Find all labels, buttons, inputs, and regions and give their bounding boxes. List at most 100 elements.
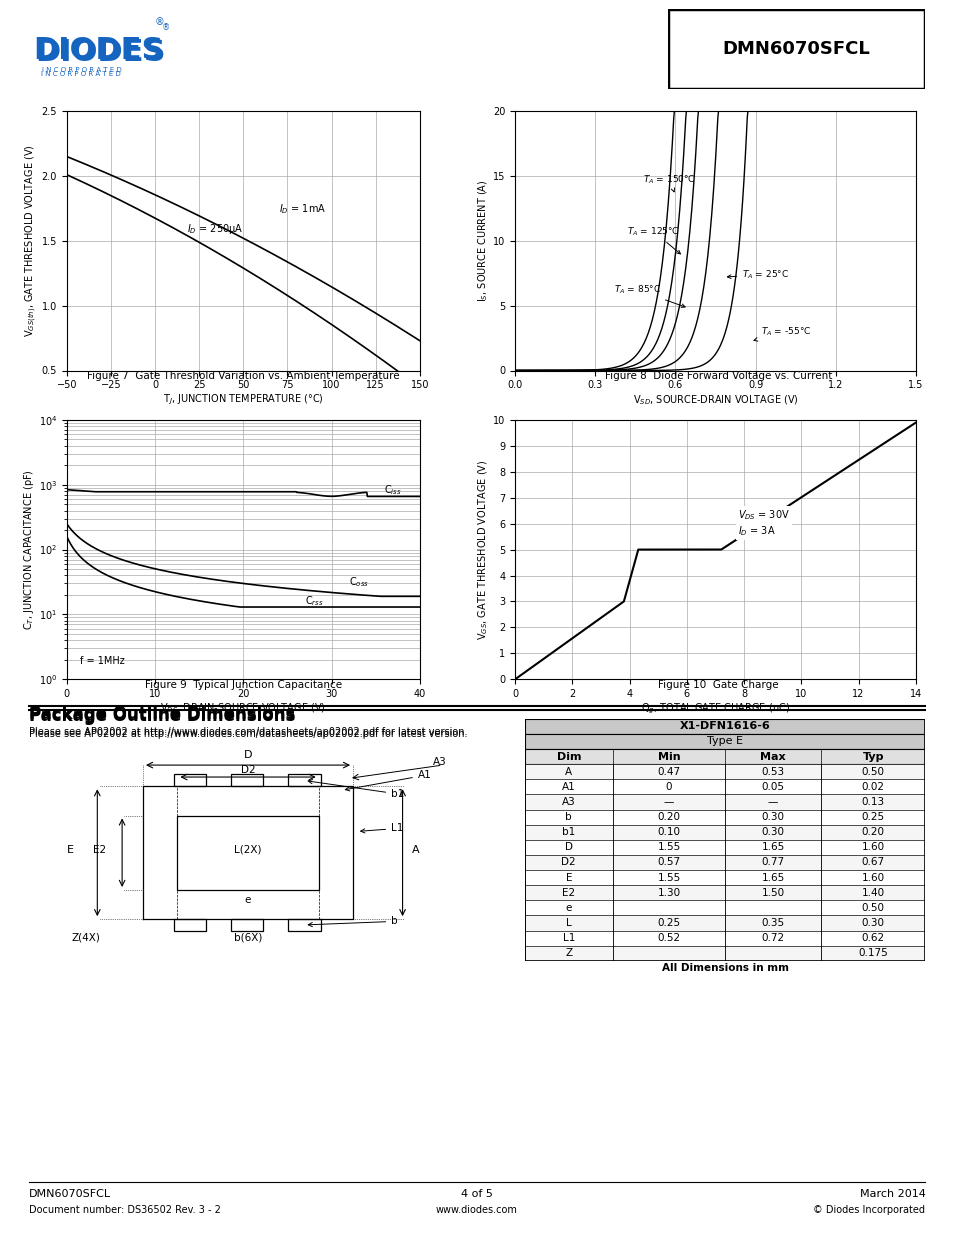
Text: e: e (565, 903, 572, 913)
Text: $T_A$ = 150°C: $T_A$ = 150°C (642, 173, 696, 191)
Bar (524, 931, 924, 946)
Text: —: — (663, 797, 674, 806)
Text: Please see AP02002 at http://www.diodes.com/datasheets/ap02002.pdf for latest ve: Please see AP02002 at http://www.diodes.… (29, 727, 467, 737)
Bar (524, 885, 924, 900)
Text: $T_A$ = 25°C: $T_A$ = 25°C (726, 268, 788, 280)
Text: $T_A$ = 125°C: $T_A$ = 125°C (627, 225, 679, 254)
Text: E: E (67, 845, 74, 855)
Text: e: e (245, 895, 251, 905)
Y-axis label: V$_{GS(th)}$, GATE THRESHOLD VOLTAGE (V): V$_{GS(th)}$, GATE THRESHOLD VOLTAGE (V) (24, 144, 39, 337)
Text: D: D (564, 842, 572, 852)
Bar (524, 810, 924, 825)
Text: ®: ® (154, 16, 164, 27)
Bar (524, 961, 924, 976)
Text: A1: A1 (561, 782, 575, 792)
Bar (524, 946, 924, 961)
X-axis label: Q$_g$, TOTAL GATE CHARGE (nC): Q$_g$, TOTAL GATE CHARGE (nC) (640, 701, 789, 716)
Text: 0.47: 0.47 (657, 767, 679, 777)
Text: 1.55: 1.55 (657, 873, 679, 883)
Text: Figure 10  Gate Charge: Figure 10 Gate Charge (658, 680, 778, 690)
Text: $T_A$ = -55°C: $T_A$ = -55°C (753, 325, 810, 341)
Bar (524, 734, 924, 748)
Text: E2: E2 (92, 845, 106, 855)
Text: A: A (412, 845, 419, 855)
Bar (231, 774, 263, 787)
Text: 0.20: 0.20 (861, 827, 883, 837)
Text: 0.175: 0.175 (858, 948, 887, 958)
Text: A1: A1 (345, 771, 431, 790)
Bar (524, 900, 924, 915)
Text: L(2X): L(2X) (234, 845, 261, 855)
Y-axis label: V$_{GS}$, GATE THRESHOLD VOLTAGE (V): V$_{GS}$, GATE THRESHOLD VOLTAGE (V) (476, 459, 490, 640)
Text: 0.77: 0.77 (760, 857, 784, 867)
Text: DMN6070SFCL: DMN6070SFCL (716, 40, 876, 59)
Bar (524, 764, 924, 779)
Bar (524, 915, 924, 931)
Text: D2: D2 (240, 764, 255, 774)
Text: Z(4X): Z(4X) (71, 932, 100, 942)
Bar (524, 840, 924, 855)
Text: © Diodes Incorporated: © Diodes Incorporated (813, 1205, 924, 1215)
Text: 0.02: 0.02 (861, 782, 883, 792)
Bar (231, 919, 263, 931)
Text: 1.55: 1.55 (657, 842, 679, 852)
Text: 1.65: 1.65 (760, 873, 784, 883)
Text: Max: Max (760, 752, 785, 762)
Bar (524, 748, 924, 764)
Text: Figure 9  Typical Junction Capacitance: Figure 9 Typical Junction Capacitance (145, 680, 341, 690)
Text: DIODES: DIODES (32, 36, 163, 64)
Text: $T_A$ = 85°C: $T_A$ = 85°C (614, 284, 684, 308)
Text: 0.25: 0.25 (861, 813, 884, 823)
X-axis label: V$_{SD}$, SOURCE-DRAIN VOLTAGE (V): V$_{SD}$, SOURCE-DRAIN VOLTAGE (V) (632, 393, 798, 406)
Text: L1: L1 (562, 934, 575, 944)
Text: www.diodes.com: www.diodes.com (436, 1205, 517, 1215)
Bar (177, 815, 318, 890)
Bar (173, 774, 206, 787)
Text: 0.30: 0.30 (861, 918, 883, 927)
Y-axis label: I$_S$, SOURCE CURRENT (A): I$_S$, SOURCE CURRENT (A) (476, 179, 490, 303)
Bar (288, 774, 320, 787)
Text: E2: E2 (561, 888, 575, 898)
X-axis label: V$_{DS}$, DRAIN-SOURCE VOLTAGE (V): V$_{DS}$, DRAIN-SOURCE VOLTAGE (V) (160, 701, 326, 715)
Text: $I_D$ = 1mA: $I_D$ = 1mA (278, 203, 325, 216)
Bar (524, 869, 924, 885)
Text: DIODES: DIODES (35, 38, 165, 68)
Text: $V_{DS}$ = 30V
$I_D$ = 3A: $V_{DS}$ = 30V $I_D$ = 3A (738, 509, 789, 537)
Text: Document number: DS36502 Rev. 3 - 2: Document number: DS36502 Rev. 3 - 2 (29, 1205, 220, 1215)
Text: ®: ® (162, 23, 170, 32)
Text: Typ: Typ (862, 752, 883, 762)
Text: D2: D2 (561, 857, 576, 867)
Text: b1: b1 (308, 779, 404, 799)
Text: DMN6070SFCL: DMN6070SFCL (722, 40, 869, 58)
Text: 4 of 5: 4 of 5 (460, 1189, 493, 1199)
Bar (524, 794, 924, 810)
Text: f = 1MHz: f = 1MHz (80, 656, 125, 667)
Text: Package Outline Dimensions: Package Outline Dimensions (29, 705, 294, 722)
Text: Dim: Dim (556, 752, 580, 762)
Bar (288, 919, 320, 931)
Text: C$_{iss}$: C$_{iss}$ (384, 483, 402, 498)
Text: —: — (767, 797, 778, 806)
Text: A: A (564, 767, 572, 777)
Text: 0.10: 0.10 (657, 827, 679, 837)
Text: D: D (244, 751, 252, 761)
Text: 0.35: 0.35 (760, 918, 784, 927)
Text: 1.50: 1.50 (760, 888, 784, 898)
Text: C$_{oss}$: C$_{oss}$ (349, 574, 369, 589)
Text: C$_{rss}$: C$_{rss}$ (305, 594, 323, 608)
Text: b(6X): b(6X) (233, 932, 262, 942)
Y-axis label: C$_T$, JUNCTION CAPACITANCE (pF): C$_T$, JUNCTION CAPACITANCE (pF) (22, 469, 36, 630)
Text: L1: L1 (360, 824, 403, 834)
Text: 0.72: 0.72 (760, 934, 784, 944)
Text: 1.65: 1.65 (760, 842, 784, 852)
Text: 1.60: 1.60 (861, 873, 884, 883)
Text: 0.20: 0.20 (657, 813, 679, 823)
Text: Figure 8  Diode Forward Voltage vs. Current: Figure 8 Diode Forward Voltage vs. Curre… (604, 372, 831, 382)
Text: 0.30: 0.30 (760, 813, 783, 823)
Text: 1.30: 1.30 (657, 888, 679, 898)
Text: L: L (565, 918, 571, 927)
Text: 0.52: 0.52 (657, 934, 679, 944)
Text: 0.05: 0.05 (760, 782, 783, 792)
Text: I N C O R P O R A T E D: I N C O R P O R A T E D (42, 67, 122, 73)
Text: 1.60: 1.60 (861, 842, 884, 852)
